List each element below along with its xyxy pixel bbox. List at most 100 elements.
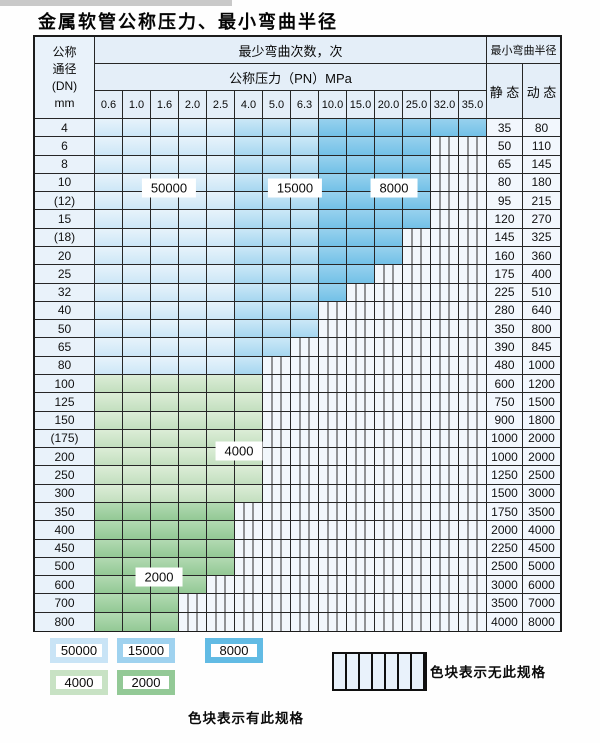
pressure-header-cell: 20.0 <box>375 91 403 118</box>
no-spec-cell <box>459 448 487 467</box>
spec-cell-50000 <box>123 210 151 229</box>
spec-cell-4000 <box>151 375 179 394</box>
spec-cell-2000 <box>151 503 179 522</box>
dn-cell: (12) <box>35 192 95 211</box>
spec-cell-8000 <box>375 247 403 266</box>
spec-cell-15000 <box>263 247 291 266</box>
no-spec-cell <box>459 393 487 412</box>
no-spec-cell <box>375 448 403 467</box>
static-column-header: 静 态 <box>487 64 523 118</box>
spec-cell-4000 <box>179 411 207 430</box>
spec-cell-8000 <box>319 119 347 138</box>
no-spec-cell <box>403 356 431 375</box>
spec-cell-15000 <box>291 301 319 321</box>
spec-cell-4000 <box>123 393 151 412</box>
dn-cell: 150 <box>35 411 95 430</box>
no-spec-cell <box>403 594 431 613</box>
spec-cell-15000 <box>263 137 291 156</box>
table-row: 250 1250 2500 <box>35 466 560 485</box>
spec-cell-8000 <box>375 210 403 229</box>
spec-cell-15000 <box>291 119 319 138</box>
spec-cell-15000 <box>263 210 291 229</box>
spec-cell-2000 <box>179 503 207 522</box>
dynamic-radius-cell: 5000 <box>523 557 560 577</box>
spec-cell-8000 <box>319 173 347 193</box>
spec-cell-4000 <box>235 484 263 503</box>
spec-cell-15000 <box>291 210 319 229</box>
no-spec-cell <box>347 411 375 430</box>
spec-cell-4000 <box>207 393 235 412</box>
no-spec-cell <box>263 375 291 394</box>
spec-cell-50000 <box>151 210 179 229</box>
spec-cell-50000 <box>95 192 123 211</box>
spec-cell-8000 <box>347 210 375 229</box>
no-spec-cell <box>431 356 459 375</box>
spec-cell-50000 <box>179 338 207 357</box>
spec-cell-2000 <box>179 576 207 595</box>
dn-cell: (18) <box>35 228 95 247</box>
spec-cell-50000 <box>179 247 207 266</box>
dynamic-radius-cell: 4000 <box>523 521 560 540</box>
dn-cell: 800 <box>35 612 95 631</box>
spec-cell-50000 <box>95 119 123 138</box>
static-radius-cell: 175 <box>487 265 523 284</box>
no-spec-cell <box>403 429 431 449</box>
spec-cell-4000 <box>179 375 207 394</box>
table-row: 500 2500 5000 <box>35 557 560 577</box>
no-spec-cell <box>431 173 459 193</box>
spec-cell-50000 <box>151 119 179 138</box>
spec-cell-8000 <box>403 137 431 156</box>
spec-cell-15000 <box>235 356 263 375</box>
no-spec-cell <box>207 594 235 613</box>
table-body: 4 35 80 6 50 110 8 65 145 10 80 180 (12) 95 215 15 120 27… <box>35 119 560 631</box>
no-spec-cell <box>431 283 459 302</box>
dynamic-radius-cell: 110 <box>523 137 560 156</box>
static-radius-cell: 95 <box>487 192 523 211</box>
no-spec-cell <box>347 612 375 631</box>
dynamic-radius-cell: 400 <box>523 265 560 284</box>
spec-cell-4000 <box>235 375 263 394</box>
spec-cell-4000 <box>123 466 151 485</box>
table-row: 32 225 510 <box>35 283 560 302</box>
no-spec-cell <box>431 539 459 558</box>
table-row: 100 600 1200 <box>35 375 560 394</box>
spec-cell-8000 <box>403 210 431 229</box>
spec-cell-15000 <box>263 301 291 321</box>
no-spec-cell <box>179 594 207 613</box>
no-spec-cell <box>403 521 431 540</box>
spec-cell-8000 <box>319 192 347 211</box>
spec-cell-50000 <box>179 320 207 339</box>
dynamic-radius-cell: 215 <box>523 192 560 211</box>
table-row: 700 3500 7000 <box>35 594 560 613</box>
spec-cell-15000 <box>291 137 319 156</box>
no-spec-cell <box>263 484 291 503</box>
static-radius-cell: 4000 <box>487 612 523 631</box>
no-spec-cell <box>375 612 403 631</box>
spec-cell-4000 <box>235 393 263 412</box>
spec-cell-50000 <box>95 320 123 339</box>
dynamic-radius-cell: 3000 <box>523 484 560 503</box>
no-spec-cell <box>403 557 431 577</box>
no-spec-cell <box>235 594 263 613</box>
spec-cell-8000 <box>431 119 459 138</box>
table-row: 400 2000 4000 <box>35 521 560 540</box>
zone-label-50000: 50000 <box>141 178 197 198</box>
dn-cell: 600 <box>35 576 95 595</box>
spec-cell-50000 <box>151 338 179 357</box>
spec-cell-15000 <box>235 247 263 266</box>
spec-cell-4000 <box>123 411 151 430</box>
spec-cell-8000 <box>375 119 403 138</box>
spec-cell-4000 <box>123 375 151 394</box>
no-spec-cell <box>431 247 459 266</box>
static-radius-cell: 35 <box>487 119 523 138</box>
spec-cell-15000 <box>235 283 263 302</box>
no-spec-cell <box>431 210 459 229</box>
static-radius-cell: 160 <box>487 247 523 266</box>
spec-cell-2000 <box>179 557 207 577</box>
spec-cell-8000 <box>403 155 431 174</box>
spec-cell-50000 <box>95 283 123 302</box>
corner-line-2: 通径 <box>52 61 77 76</box>
no-spec-cell <box>291 612 319 631</box>
page-title: 金属软管公称压力、最小弯曲半径 <box>38 12 338 33</box>
